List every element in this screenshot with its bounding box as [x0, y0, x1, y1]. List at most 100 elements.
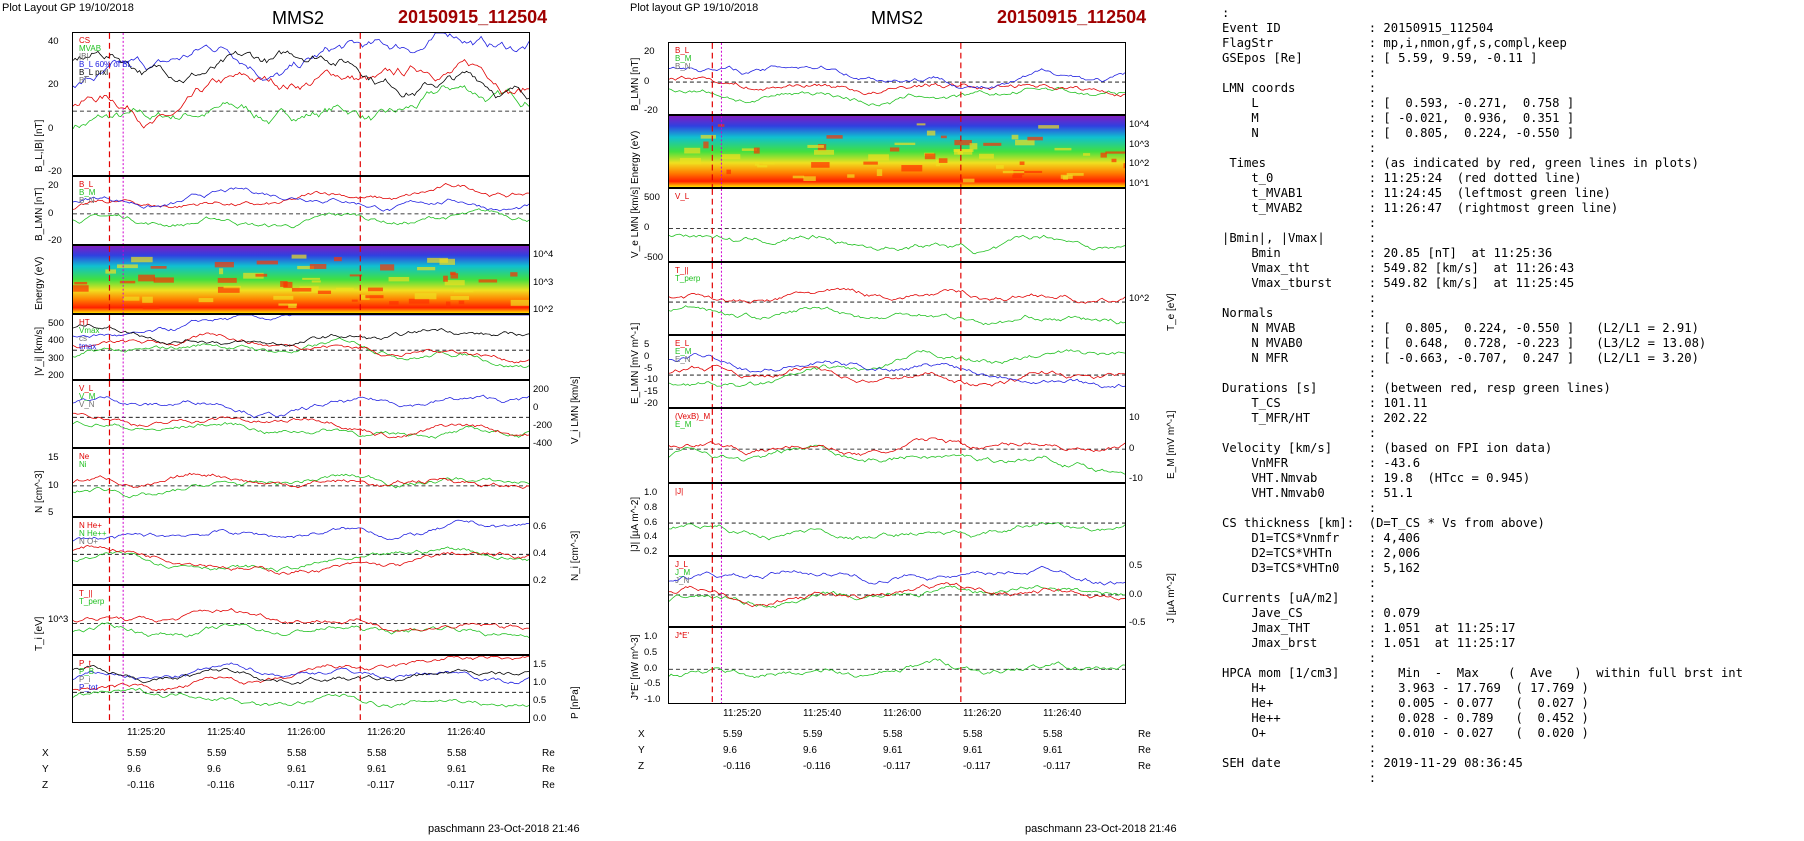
x-tick-label: 11:25:40 [207, 727, 246, 738]
info-line: He++ : 0.028 - 0.789 ( 0.452 ) [1222, 711, 1589, 725]
position-value: -0.117 [287, 780, 315, 791]
info-line: H+ : 3.963 - 17.769 ( 17.769 ) [1222, 681, 1589, 695]
y-tick-label: 0.0 [1129, 588, 1143, 600]
spectrogram-cell [926, 130, 936, 136]
legend-entry: J_N [675, 576, 690, 585]
y-tick-label: 0 [48, 122, 54, 134]
y-tick-label: -400 [533, 438, 553, 449]
info-line: LMN coords : [1222, 81, 1377, 95]
position-value: 9.61 [367, 764, 387, 775]
plot-layout-label: Plot Layout GP 19/10/2018 [2, 2, 134, 14]
y-tick-label: 20 [48, 180, 59, 191]
y-tick-label: 0.2 [644, 546, 658, 557]
position-unit: Re [1138, 729, 1151, 740]
series-line [669, 349, 1125, 387]
position-value: -0.116 [723, 761, 751, 772]
plot-panel: J*E' [668, 627, 1126, 704]
spectrogram-cell [380, 264, 395, 271]
y-tick-label: 200 [533, 384, 549, 395]
info-line: : [1222, 741, 1377, 755]
spectrogram-cell [938, 158, 948, 163]
spectrogram-cell [131, 256, 153, 263]
spectrogram-cell [351, 299, 358, 302]
spectrogram-cell [336, 287, 354, 291]
spectrogram-cell [826, 135, 843, 139]
position-row-label: X [42, 748, 49, 759]
legend-entry: B_N [675, 62, 691, 71]
y-axis-label: T_e [eV] [1166, 293, 1177, 331]
spectrogram-cell [117, 264, 138, 269]
series-line [669, 582, 1125, 608]
energy-spectrogram [72, 245, 530, 314]
position-value: 5.58 [447, 748, 467, 759]
y-tick-label: 1.5 [533, 659, 547, 670]
position-value: 9.6 [127, 764, 141, 775]
position-value: -0.117 [447, 780, 475, 791]
y-tick-label: 10^4 [1129, 119, 1150, 130]
position-value: 9.61 [963, 745, 983, 756]
info-line: CS thickness [km]: (D=T_CS * Vs from abo… [1222, 516, 1545, 530]
x-tick-label: 11:26:20 [963, 708, 1002, 719]
info-line: M : [ -0.021, 0.936, 0.351 ] [1222, 111, 1575, 125]
plot-panel: J_L J_M J_N [668, 556, 1126, 627]
legend-entry: E_M [675, 420, 692, 429]
plot-panel: HT Vmax cs tmax [72, 314, 530, 380]
x-tick-label: 11:25:40 [803, 708, 842, 719]
legend-entry: cs [79, 334, 87, 343]
spectrogram-cell [916, 123, 926, 126]
legend-entry: V_M [79, 392, 96, 401]
y-tick-label: 20 [48, 79, 59, 91]
spectrogram-cell [450, 273, 459, 279]
spectrogram-cell [458, 300, 465, 305]
info-line: Jmax_THT : 1.051 at 11:25:17 [1222, 621, 1516, 635]
spectrogram-cell [753, 147, 760, 154]
legend-entry: HT [79, 318, 90, 327]
y-axis-label: J [µA m^-2] [1166, 573, 1177, 623]
y-tick-label: -5 [644, 362, 653, 374]
series-line [73, 665, 529, 685]
info-line: He+ : 0.005 - 0.077 ( 0.027 ) [1222, 696, 1589, 710]
spectrogram-cell [317, 290, 332, 294]
y-tick-label: 1.0 [533, 677, 547, 688]
spectrogram-cell [288, 303, 297, 309]
series-line [73, 208, 529, 229]
spectrogram-cell [703, 141, 709, 149]
y-tick-label: 0.5 [1129, 560, 1143, 571]
spectrogram-cell [979, 153, 994, 159]
info-line: D2=TCS*VHTn : 2,006 [1222, 546, 1421, 560]
legend-entry: B_M [675, 54, 692, 63]
series-line [669, 233, 1125, 255]
footer-stamp: paschmann 23-Oct-2018 21:46 [428, 823, 580, 835]
spectrogram-cell [273, 295, 294, 300]
y-tick-label: -0.5 [644, 678, 661, 690]
spectrogram-cell [679, 157, 701, 165]
spectrogram-cell [217, 277, 237, 283]
spectrogram-cell [349, 274, 363, 277]
legend-entry: P_B [79, 667, 95, 676]
legend-entry: N He+ [79, 521, 102, 530]
legend-entry: B_L [675, 46, 690, 55]
spectrogram-cell [119, 280, 136, 284]
info-line: t_0 : 11:25:24 (red dotted line) [1222, 171, 1582, 185]
legend-entry: P_t [79, 659, 92, 668]
y-tick-label: 0.5 [644, 646, 658, 658]
spectrogram-cell [811, 162, 830, 168]
panel-svg [73, 246, 529, 313]
spectrogram-cell [954, 139, 972, 146]
legend-entry: V_N [79, 400, 95, 409]
spectrogram-cell [995, 164, 1004, 169]
spectrogram-cell [365, 295, 384, 299]
y-tick-label: 10^3 [48, 614, 69, 625]
y-tick-label: 5 [644, 339, 650, 350]
series-line [73, 323, 529, 347]
legend-entry: B_L 60% of BL [79, 60, 133, 69]
spectrogram-cell [446, 301, 451, 308]
spectrogram-cell [684, 147, 701, 154]
y-tick-label: 0 [644, 222, 650, 233]
series-line [669, 585, 1125, 609]
info-line: |Bmin|, |Vmax| : [1222, 231, 1377, 245]
spectrogram-cell [217, 286, 240, 293]
legend-entry: Ne [79, 452, 90, 461]
legend-entry: MVAB [79, 44, 102, 53]
series-line [73, 687, 529, 708]
